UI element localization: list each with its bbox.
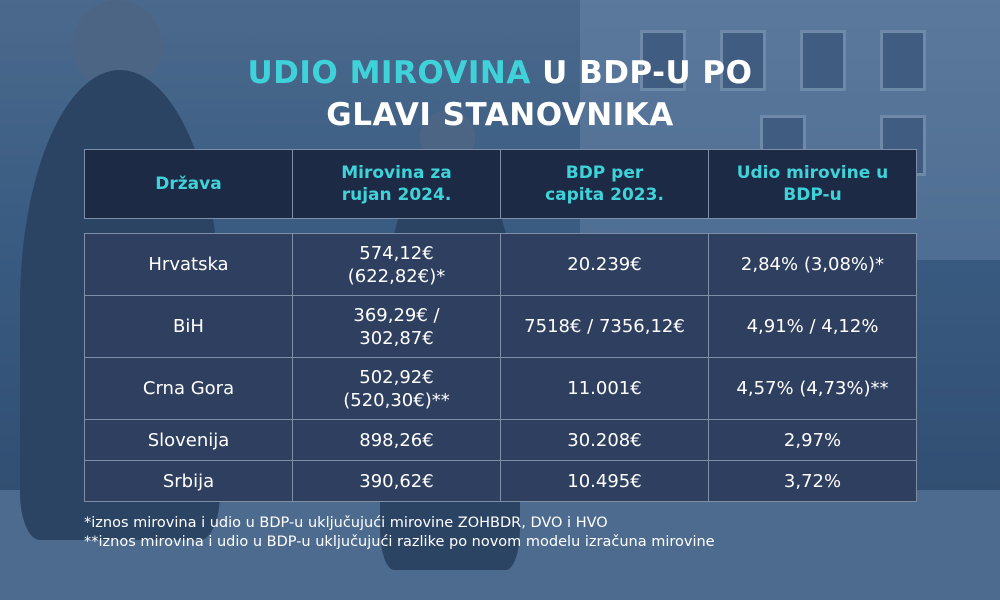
window-shape — [720, 30, 766, 91]
title-line1: U BDP-U PO — [530, 55, 753, 91]
table-spacer — [85, 219, 917, 234]
cell-pension: 390,62€ — [292, 460, 501, 502]
table-row: Slovenija 898,26€ 30.208€ 2,97% — [84, 419, 917, 461]
cell-pension: 369,29€ / 302,87€ — [292, 295, 501, 358]
cell-gdp: 20.239€ — [500, 233, 709, 296]
footnote-1: *iznos mirovina i udio u BDP-u uključuju… — [84, 515, 608, 531]
table-row: Srbija 390,62€ 10.495€ 3,72% — [84, 460, 917, 502]
cell-pension: 574,12€ (622,82€)* — [292, 233, 501, 296]
window-shape — [880, 30, 926, 91]
cell-share: 4,91% / 4,12% — [708, 295, 917, 358]
cell-country: Crna Gora — [84, 357, 293, 420]
cell-share: 4,57% (4,73%)** — [708, 357, 917, 420]
cell-pension: 502,92€ (520,30€)** — [292, 357, 501, 420]
table-header-row: Država Mirovina za rujan 2024. BDP per c… — [84, 149, 917, 219]
cell-country: Hrvatska — [84, 233, 293, 296]
pension-table: Država Mirovina za rujan 2024. BDP per c… — [84, 149, 917, 502]
window-shape — [800, 30, 846, 91]
footnotes: *iznos mirovina i udio u BDP-u uključuju… — [84, 514, 715, 552]
cell-gdp: 10.495€ — [500, 460, 709, 502]
footnote-2: **iznos mirovina i udio u BDP-u uključuj… — [84, 534, 715, 550]
table-row: Crna Gora 502,92€ (520,30€)** 11.001€ 4,… — [84, 357, 917, 420]
cell-country: Slovenija — [84, 419, 293, 461]
cell-gdp: 7518€ / 7356,12€ — [500, 295, 709, 358]
title-line2: GLAVI STANOVNIKA — [326, 97, 674, 133]
header-pension: Mirovina za rujan 2024. — [292, 149, 501, 219]
cell-share: 2,84% (3,08%)* — [708, 233, 917, 296]
cell-country: BiH — [84, 295, 293, 358]
header-share: Udio mirovine u BDP-u — [708, 149, 917, 219]
cell-country: Srbija — [84, 460, 293, 502]
cell-gdp: 11.001€ — [500, 357, 709, 420]
title-highlight: UDIO MIROVINA — [247, 55, 531, 91]
header-country: Država — [84, 149, 293, 219]
cell-gdp: 30.208€ — [500, 419, 709, 461]
page-title: UDIO MIROVINA U BDP-U PO GLAVI STANOVNIK… — [0, 52, 1000, 136]
header-gdp: BDP per capita 2023. — [500, 149, 709, 219]
cell-share: 3,72% — [708, 460, 917, 502]
window-shape — [640, 30, 686, 91]
cell-share: 2,97% — [708, 419, 917, 461]
cell-pension: 898,26€ — [292, 419, 501, 461]
table-row: BiH 369,29€ / 302,87€ 7518€ / 7356,12€ 4… — [84, 295, 917, 358]
table-row: Hrvatska 574,12€ (622,82€)* 20.239€ 2,84… — [84, 233, 917, 296]
